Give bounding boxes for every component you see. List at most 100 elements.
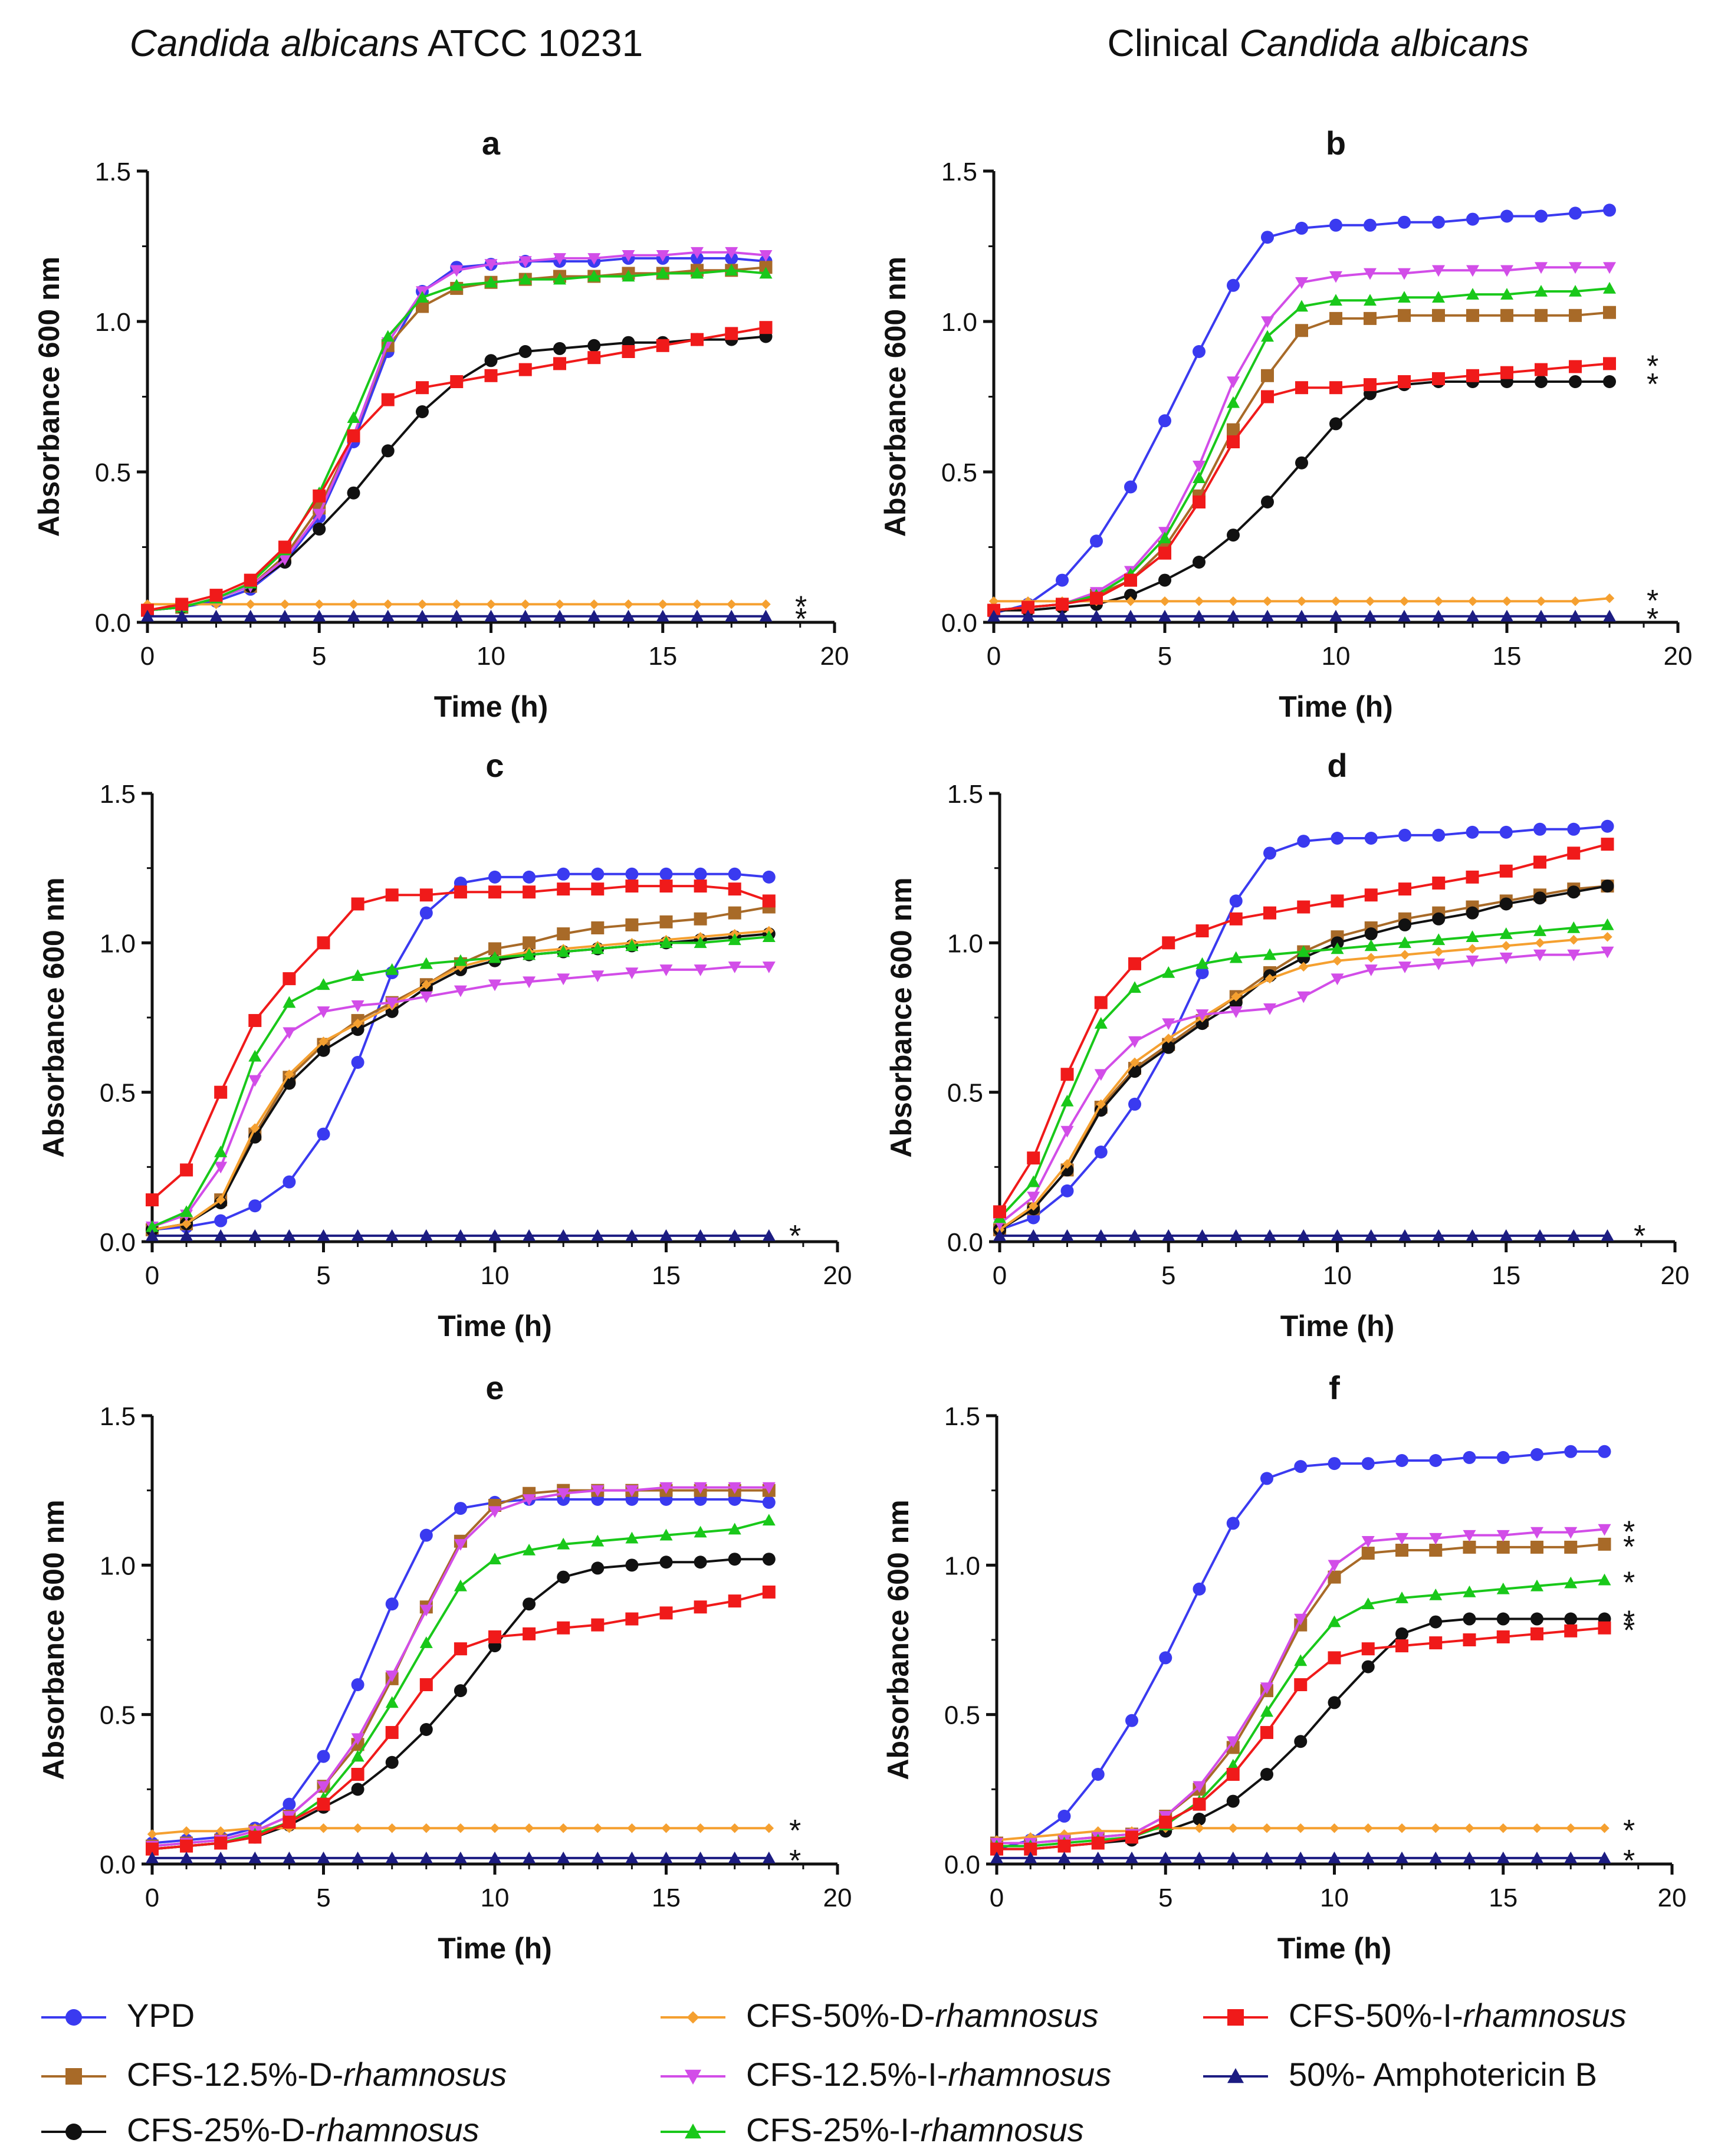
y-tick-label: 1.5	[944, 1402, 980, 1431]
data-point	[1193, 345, 1206, 358]
data-point	[591, 1534, 605, 1547]
data-point	[1124, 573, 1137, 587]
header-right-italic: Candida albicans	[1240, 22, 1529, 64]
data-point	[283, 1797, 296, 1811]
data-point	[353, 1018, 363, 1029]
data-point	[351, 969, 364, 981]
data-point	[452, 599, 462, 609]
series-line	[147, 326, 766, 612]
data-point	[1535, 285, 1548, 297]
y-tick-label: 0.5	[941, 458, 977, 487]
data-point	[419, 888, 433, 902]
data-point	[488, 885, 501, 899]
data-point	[1496, 1612, 1510, 1626]
data-point	[1466, 609, 1479, 622]
data-point	[1603, 357, 1616, 370]
data-point	[1533, 855, 1546, 869]
data-point	[1466, 870, 1479, 884]
data-point	[146, 1220, 159, 1232]
data-point	[1603, 262, 1616, 274]
series-CFS-25%-I-rhamnosus	[993, 918, 1614, 1223]
data-point	[1158, 414, 1171, 428]
data-point	[180, 1205, 193, 1218]
significance-star: *	[1623, 1614, 1635, 1648]
data-point	[557, 867, 570, 881]
chart-panel-c: 0 5 10 15 20 0.0 0.5 1.0 1.5 c Time (h) Absorbance …	[37, 747, 852, 1343]
data-point	[1602, 931, 1612, 942]
data-point	[1395, 1544, 1408, 1557]
data-point	[1226, 1517, 1240, 1530]
data-point	[1398, 936, 1411, 949]
data-point	[1294, 1460, 1308, 1474]
data-point	[553, 609, 566, 622]
data-point	[1332, 956, 1342, 966]
significance-star: *	[795, 602, 807, 636]
data-point	[1603, 306, 1616, 319]
data-point	[1429, 1454, 1443, 1467]
data-point	[488, 1506, 501, 1518]
data-point	[180, 1851, 193, 1863]
data-point	[659, 1556, 673, 1569]
y-tick-label: 0.5	[95, 458, 131, 487]
data-point	[484, 609, 498, 622]
data-point	[416, 381, 429, 395]
series-line	[152, 872, 769, 1231]
data-point	[454, 985, 467, 997]
data-point	[1193, 1797, 1206, 1811]
series-50%- Amphotericin B	[987, 609, 1616, 622]
data-point	[383, 599, 393, 609]
series-line	[994, 380, 1610, 612]
data-point	[1432, 828, 1446, 842]
legend-marker	[65, 2124, 82, 2140]
legend-label: CFS-25%-D-rhamnosus	[127, 2111, 479, 2148]
data-point	[1162, 1041, 1175, 1054]
data-point	[1535, 375, 1548, 388]
x-axis-label: Time (h)	[438, 1310, 552, 1343]
data-point	[317, 1006, 330, 1018]
data-point	[1226, 1736, 1240, 1748]
data-point	[1193, 471, 1206, 483]
data-point	[591, 1851, 605, 1863]
data-point	[1294, 1613, 1308, 1626]
data-point	[1569, 360, 1582, 373]
legend-label: YPD	[127, 1997, 195, 2034]
data-point	[1569, 206, 1582, 220]
data-point	[1096, 1099, 1106, 1110]
data-point	[1193, 1582, 1206, 1596]
data-point	[1361, 1597, 1375, 1609]
data-point	[987, 609, 1000, 622]
data-point	[1463, 1633, 1476, 1646]
x-tick-label: 10	[1323, 1261, 1352, 1290]
data-point	[1496, 1540, 1510, 1554]
data-point	[1090, 592, 1103, 605]
legend-marker	[65, 2009, 82, 2026]
data-point	[658, 599, 668, 609]
data-point	[283, 996, 296, 1008]
data-point	[1432, 877, 1446, 890]
x-tick-label: 10	[481, 1883, 510, 1912]
legend-label-text: CFS-12.5%-I-	[746, 2056, 948, 2093]
data-point	[1361, 1536, 1375, 1548]
data-point	[1227, 529, 1240, 542]
data-point	[557, 927, 570, 941]
data-point	[625, 939, 639, 951]
y-tick-label: 1.5	[100, 780, 136, 809]
data-point	[180, 1839, 193, 1853]
series-line	[147, 251, 766, 612]
data-point	[557, 1621, 570, 1635]
data-point	[694, 912, 707, 926]
significance-star: *	[1623, 1515, 1635, 1550]
data-point	[1057, 1809, 1071, 1823]
data-point	[1329, 381, 1342, 395]
legend-marker	[687, 2011, 699, 2024]
y-tick-label: 0.0	[941, 609, 977, 638]
y-tick-label: 1.0	[941, 308, 977, 337]
significance-star: *	[1634, 1219, 1645, 1253]
data-point	[1195, 966, 1209, 979]
data-point	[1297, 991, 1310, 1003]
series-CFS-50%-I-rhamnosus	[993, 838, 1614, 1219]
data-point	[1601, 1229, 1614, 1241]
data-point	[488, 870, 501, 884]
data-point	[1329, 271, 1342, 283]
data-point	[1193, 1781, 1206, 1793]
